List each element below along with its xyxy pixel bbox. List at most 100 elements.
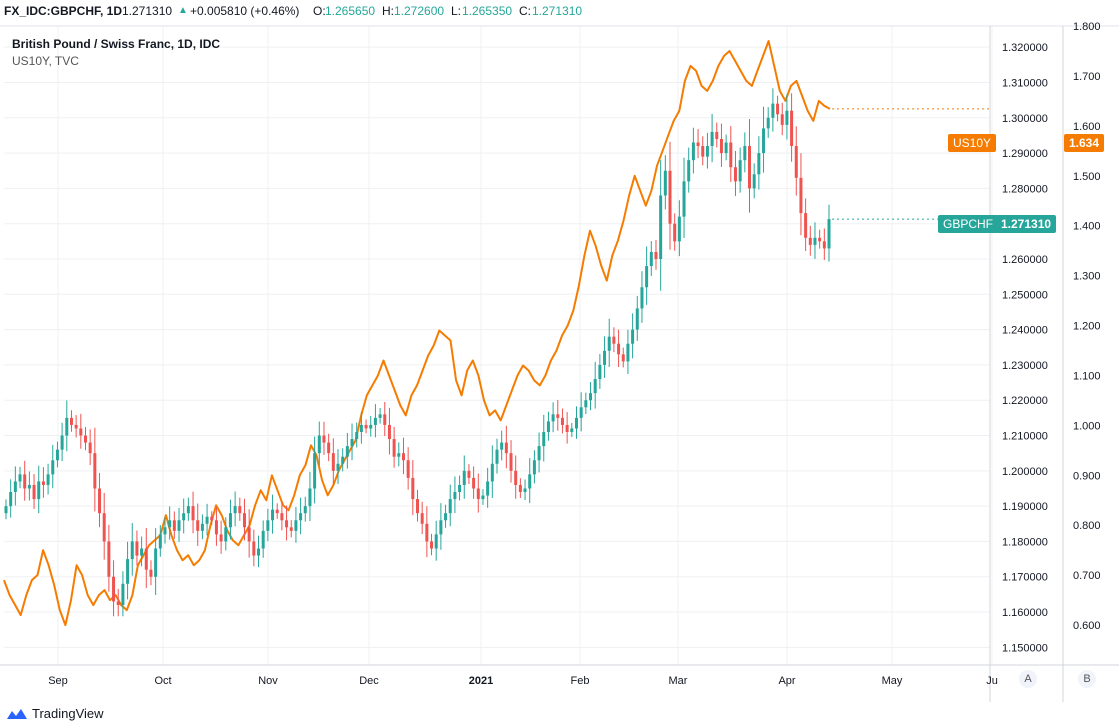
candle-body	[430, 541, 434, 549]
candle-body	[612, 336, 616, 344]
candle-body	[542, 431, 546, 447]
candle-body	[126, 559, 130, 584]
candle-body	[144, 548, 148, 570]
candle-body	[617, 343, 621, 355]
change-arrow-icon: ▲	[178, 5, 188, 16]
time-tick-label: Dec	[359, 675, 379, 687]
candle-body	[233, 506, 237, 514]
candle-body	[200, 523, 204, 531]
price-tick-label: 1.220000	[1002, 395, 1048, 407]
yield-tick-label: 0.800	[1073, 520, 1101, 532]
candle-body	[640, 287, 644, 309]
candle-body	[659, 195, 663, 260]
candle-body	[224, 527, 228, 542]
candle-body	[102, 513, 106, 542]
candle-body	[238, 506, 242, 514]
candle-body	[514, 470, 518, 485]
candle-body	[252, 541, 256, 556]
candle-body	[621, 354, 625, 362]
candle-body	[729, 142, 733, 168]
high-value: 1.272600	[394, 4, 445, 18]
low-label: L:	[451, 4, 462, 18]
candle-body	[425, 523, 429, 542]
last-price: 1.271310	[122, 4, 173, 18]
candle-body	[149, 569, 153, 577]
candle-body	[565, 424, 569, 432]
candle-body	[336, 463, 340, 471]
candle-body	[60, 435, 64, 450]
symbol-header: FX_IDC:GBPCHF, 1D 1.271310 ▲ +0.005810 (…	[0, 0, 1119, 24]
close-value: 1.271310	[532, 4, 583, 18]
price-tick-label: 1.260000	[1002, 254, 1048, 266]
overlay-series-title[interactable]: US10Y, TVC	[12, 54, 79, 68]
candle-body	[210, 516, 214, 521]
candle-body	[593, 379, 597, 394]
right-scale-button[interactable]: B	[1078, 670, 1096, 688]
auto-scale-button[interactable]: A	[1019, 670, 1037, 688]
candle-body	[598, 364, 602, 380]
gbpchf-value-tag: 1.271310	[996, 215, 1057, 233]
candle-body	[177, 520, 181, 531]
candle-body	[570, 428, 574, 432]
candle-body	[495, 449, 499, 464]
candle-body	[481, 495, 485, 500]
tradingview-logo[interactable]: TradingView	[6, 706, 104, 721]
candle-body	[546, 421, 550, 432]
candle-body	[532, 460, 536, 475]
candle-body	[55, 449, 59, 461]
candle-body	[294, 520, 298, 531]
candle-body	[724, 142, 728, 154]
candle-body	[383, 414, 387, 425]
candle-body	[780, 114, 784, 125]
candle-body	[776, 103, 780, 115]
candle-body	[65, 417, 69, 436]
chart-canvas[interactable]: 1.320000 1.310000 1.300000 1.290000 1.280000…	[0, 0, 1119, 702]
candle-body	[476, 488, 480, 500]
chart-legend: British Pound / Swiss Franc, 1D, IDC US1…	[12, 36, 220, 70]
symbol-label[interactable]: FX_IDC:GBPCHF, 1D	[4, 4, 123, 18]
candle-body	[345, 446, 349, 457]
candle-body	[387, 424, 391, 440]
yield-tick-label: 1.500	[1073, 171, 1101, 183]
candle-body	[4, 506, 8, 514]
candle-body	[416, 499, 419, 514]
yield-tick-label: 0.700	[1073, 570, 1101, 582]
open-label: O:	[313, 4, 326, 18]
candle-body	[355, 431, 359, 440]
candle-body	[607, 336, 611, 351]
candle-body	[130, 541, 134, 560]
price-tick-label: 1.250000	[1002, 289, 1048, 301]
price-tick-label: 1.160000	[1002, 607, 1048, 619]
candle-body	[490, 463, 494, 482]
candle-body	[327, 442, 331, 454]
us10y-value-tag: 1.634	[1064, 134, 1105, 152]
candle-body	[439, 520, 443, 535]
price-tick-label: 1.240000	[1002, 325, 1048, 337]
tradingview-icon	[7, 708, 27, 719]
candle-body	[663, 170, 667, 196]
candle-body	[359, 424, 363, 432]
main-series-title[interactable]: British Pound / Swiss Franc, 1D, IDC	[12, 37, 221, 51]
candle-body	[331, 453, 335, 471]
candle-body	[140, 548, 144, 556]
yield-tick-label: 1.700	[1073, 71, 1101, 83]
yield-tick-label: 1.200	[1073, 321, 1101, 333]
candle-body	[46, 474, 50, 485]
candle-body	[785, 110, 789, 125]
price-tick-label: 1.190000	[1002, 501, 1048, 513]
candle-body	[182, 513, 186, 521]
candle-body	[392, 439, 396, 457]
price-tick-label: 1.320000	[1002, 42, 1048, 54]
price-tick-label: 1.290000	[1002, 148, 1048, 160]
candle-body	[762, 128, 766, 154]
candle-body	[228, 513, 232, 528]
price-tick-label: 1.310000	[1002, 77, 1048, 89]
candle-body	[51, 460, 55, 475]
candle-body	[551, 414, 555, 422]
candle-body	[275, 509, 279, 514]
candle-body	[743, 146, 747, 161]
yield-tick-label: 0.900	[1073, 470, 1101, 482]
candle-body	[369, 424, 373, 429]
candle-body	[242, 513, 246, 528]
candle-body	[168, 520, 172, 528]
